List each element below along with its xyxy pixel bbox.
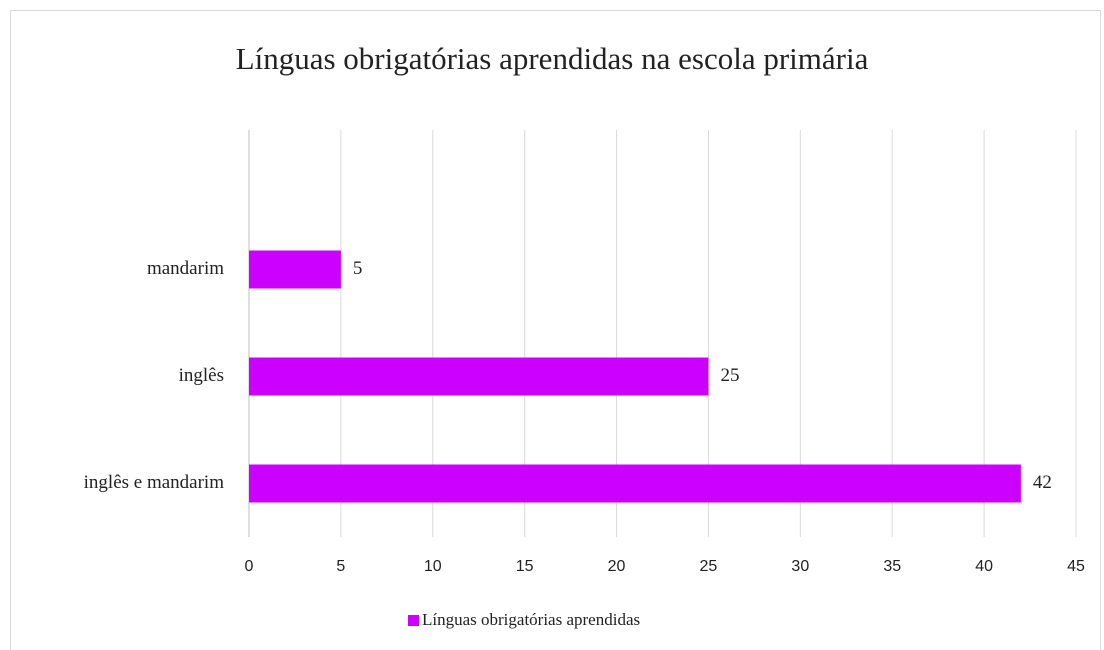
y-tick-label: inglês e mandarim xyxy=(84,472,225,493)
chart-title: Línguas obrigatórias aprendidas na escol… xyxy=(236,41,869,76)
bar xyxy=(249,464,1021,503)
x-tick-label: 5 xyxy=(336,558,345,575)
x-tick-label: 35 xyxy=(883,558,901,575)
bar xyxy=(249,357,709,396)
data-label: 42 xyxy=(1033,472,1052,493)
x-tick-label: 25 xyxy=(700,558,718,575)
x-tick-label: 40 xyxy=(975,558,993,575)
x-tick-label: 0 xyxy=(245,558,254,575)
chart-frame xyxy=(10,10,1101,650)
x-tick-label: 30 xyxy=(791,558,809,575)
x-tick-label: 15 xyxy=(516,558,534,575)
x-tick-label: 20 xyxy=(608,558,626,575)
x-tick-label: 10 xyxy=(424,558,442,575)
bar xyxy=(249,250,341,289)
x-tick-label: 45 xyxy=(1067,558,1085,575)
legend-label: Línguas obrigatórias aprendidas xyxy=(422,610,640,629)
data-label: 5 xyxy=(353,258,363,279)
y-tick-label: inglês xyxy=(179,365,224,386)
data-label: 25 xyxy=(720,365,739,386)
y-tick-label: mandarim xyxy=(147,258,224,279)
legend-swatch xyxy=(408,615,419,626)
